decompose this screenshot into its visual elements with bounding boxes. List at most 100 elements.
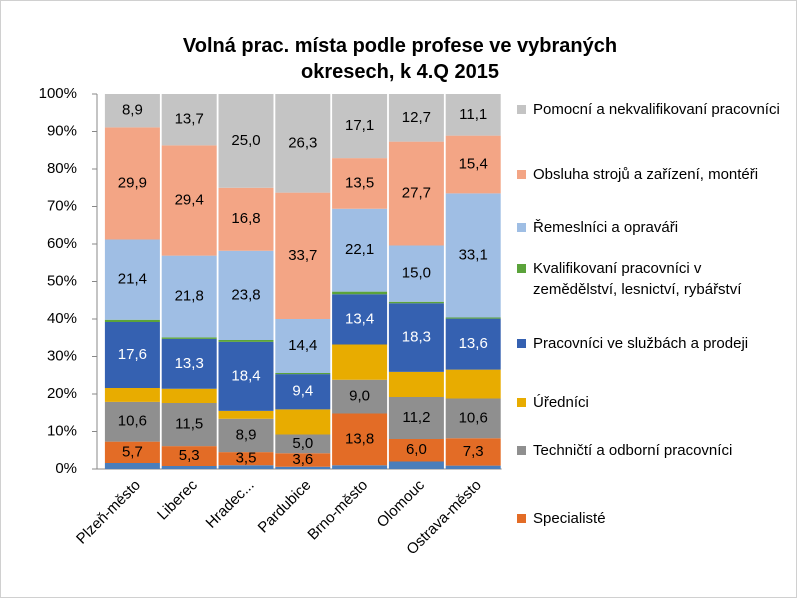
bar-segment [388,461,444,469]
bar-segment [218,410,274,419]
bar-segment [218,340,274,342]
data-label: 33,7 [288,247,317,264]
data-label: 7,3 [463,443,484,460]
data-label: 26,3 [288,134,317,151]
bar-segment [104,463,160,469]
bar-segment [388,94,444,142]
legend-swatch [517,446,526,455]
legend-label: Obsluha strojů a zařízení, montéři [533,166,759,183]
bar-segment [218,452,274,466]
data-label: 13,4 [345,310,374,327]
bar-segment [332,208,388,292]
legend-label: Specialisté [533,510,606,527]
bar-segment [161,466,217,469]
bar-segment [388,397,444,439]
legend-swatch [517,223,526,232]
bar-segment [104,401,160,442]
data-label: 5,0 [292,435,313,452]
data-label: 23,8 [231,286,260,303]
bar-segment [445,94,501,136]
bar-segment [332,158,388,209]
bar-segment [275,409,331,435]
data-label: 14,4 [288,337,317,354]
bar-segment [275,453,331,467]
data-label: 17,1 [345,117,374,134]
data-label: 8,9 [236,426,257,443]
legend-label: Pomocní a nekvalifikovaní pracovníci [533,101,780,118]
data-label: 5,7 [122,443,143,460]
y-tick-label: 70% [47,197,77,214]
legend-label: Řemeslníci a opraváři [533,219,679,236]
bar-segment [161,94,217,146]
bar-segment [332,413,388,466]
bar-segment [104,322,160,388]
data-label: 9,0 [349,388,370,405]
chart-title: okresech, k 4.Q 2015 [301,61,499,83]
bar-segment [275,319,331,373]
data-label: 16,8 [231,210,260,227]
bar-segment [218,187,274,251]
y-tick-label: 20% [47,385,77,402]
bar-segment [218,418,274,453]
data-label: 13,3 [175,355,204,372]
bar-segment [388,141,444,246]
bar-segment [161,338,217,389]
bar-segment [388,245,444,302]
bar-segment [388,439,444,462]
data-label: 5,3 [179,447,200,464]
legend-swatch [517,264,526,273]
chart-title: Volná prac. místa podle profese ve vybra… [183,35,617,57]
data-label: 13,5 [345,174,374,191]
y-tick-label: 100% [39,85,77,102]
data-label: 11,1 [459,106,487,123]
legend-swatch [517,514,526,523]
legend-swatch [517,170,526,179]
bar-segment [275,192,331,319]
chart-title-line: okresech, k 4.Q 2015 [301,61,499,83]
bar-segment [388,301,444,304]
bar-segment [445,317,501,319]
bar-segment [218,94,274,188]
data-label: 29,4 [175,191,204,208]
data-label: 9,4 [292,383,313,400]
y-tick-label: 60% [47,235,77,252]
bar-segment [445,438,501,466]
data-label: 22,1 [345,241,374,258]
data-label: 29,9 [118,174,147,191]
bar-segment [218,341,274,411]
data-label: 17,6 [118,346,147,363]
data-label: 15,0 [402,265,431,282]
bar-segment [445,398,501,439]
bar-segment [161,337,217,339]
bar-segment [445,318,501,370]
bar-segment [275,434,331,454]
bar-segment [388,303,444,372]
data-label: 3,5 [236,450,257,467]
data-label: 13,7 [175,111,204,128]
bar-segment [332,291,388,295]
data-label: 18,3 [402,329,431,346]
legend-label: Techničtí a odborní pracovníci [533,442,733,459]
legend-swatch [517,339,526,348]
bar-segment [161,255,217,338]
y-tick-label: 50% [47,272,77,289]
bar-segment [275,466,331,469]
y-tick-label: 0% [55,460,77,477]
legend-label: Úředníci [533,394,589,411]
bar-segment [445,465,501,469]
bar-segment [104,319,160,322]
bar-segment [388,371,444,397]
data-label: 27,7 [402,185,431,202]
bar-segment [332,294,388,345]
bar-segment [161,145,217,256]
legend-swatch [517,398,526,407]
data-label: 8,9 [122,102,143,119]
y-tick-label: 10% [47,422,77,439]
data-label: 21,8 [175,287,204,304]
data-label: 13,8 [345,430,374,447]
y-tick-label: 80% [47,160,77,177]
legend-label: Pracovníci ve službách a prodeji [533,335,749,352]
y-tick-label: 30% [47,347,77,364]
